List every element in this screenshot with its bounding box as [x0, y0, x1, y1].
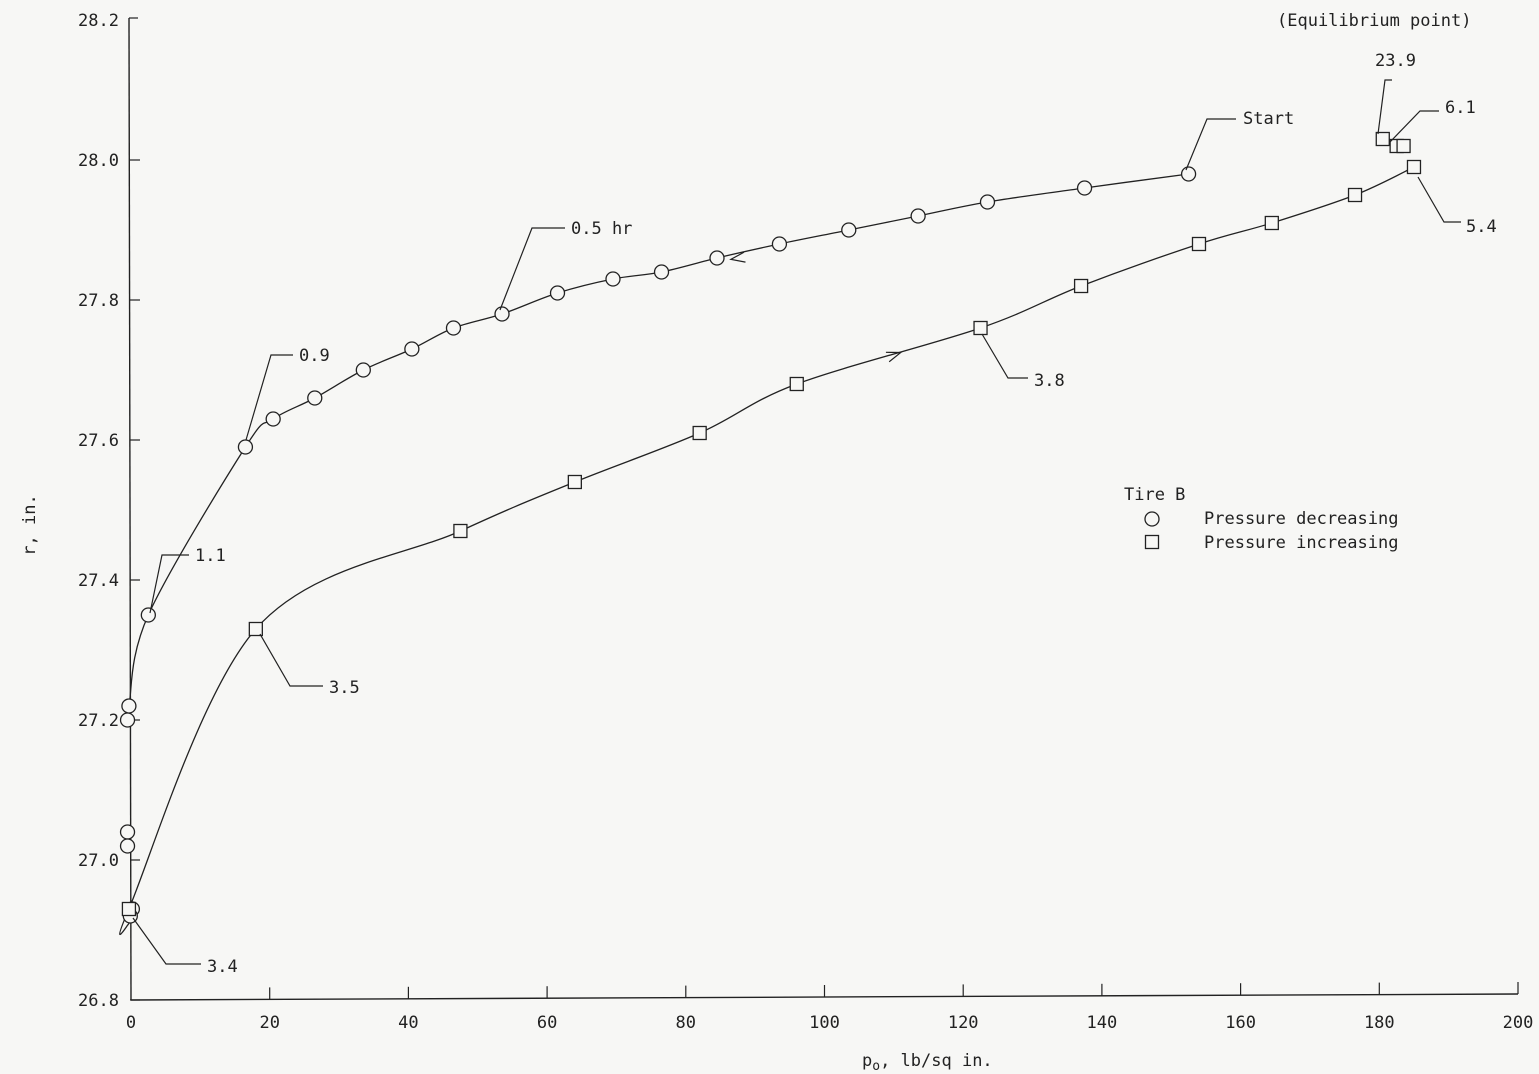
x-tick-label: 200 [1503, 1013, 1534, 1033]
data-point-circle [653, 264, 670, 280]
data-point-square [1396, 138, 1411, 154]
annotation-label: 3.8 [1034, 371, 1065, 391]
legend-label-increasing: Pressure increasing [1204, 533, 1398, 553]
y-tick-label: 27.4 [78, 571, 119, 591]
y-tick-label: 28.0 [78, 151, 119, 171]
data-point-square [248, 621, 263, 637]
legend-label-decreasing: Pressure decreasing [1204, 509, 1398, 529]
annotation-leader [132, 917, 201, 965]
data-point-circle [549, 285, 566, 301]
x-tick-label: 140 [1087, 1013, 1118, 1033]
annotation-label: 1.1 [195, 546, 226, 566]
annotation-label: Start [1243, 109, 1294, 129]
x-tick-label: 20 [259, 1013, 279, 1033]
legend-square-marker [1144, 534, 1160, 550]
x-axis-label-sub: o [872, 1059, 880, 1074]
annotation-label: 3.5 [329, 678, 360, 698]
arrow-decreasing [729, 251, 746, 263]
data-point-square [1073, 278, 1089, 294]
data-point-square [121, 901, 137, 917]
annotation-label: 0.5 hr [571, 219, 632, 239]
annotation-label: 23.9 [1375, 51, 1416, 71]
data-point-square [1375, 131, 1390, 147]
annotation-leader [245, 354, 293, 441]
y-tick-label: 27.8 [78, 291, 119, 311]
data-point-circle [265, 411, 281, 427]
legend-circle-marker [1144, 511, 1160, 527]
data-point-circle [307, 390, 323, 406]
series-line-decreasing [128, 173, 1189, 707]
annotation-leader [149, 554, 189, 614]
data-point-circle [355, 362, 371, 378]
x-tick-label: 60 [537, 1013, 557, 1033]
x-tick-label: 180 [1364, 1013, 1395, 1033]
ticks: 0 20 40 60 80 100 120 140 160 180 200 26.8 27.0 27.2 2… [78, 11, 1533, 1033]
x-axis-label-rest: , lb/sq in. [880, 1051, 993, 1071]
data-point-circle [404, 341, 420, 357]
y-tick-label: 27.0 [78, 851, 119, 871]
x-tick-label: 120 [948, 1013, 979, 1033]
annotation-label: 0.9 [299, 346, 330, 366]
x-tick-label: 100 [809, 1013, 840, 1033]
annotation-label: 6.1 [1445, 98, 1476, 118]
data-point-square [1264, 215, 1279, 231]
data-point-square [453, 523, 468, 539]
annotation-leader [1377, 79, 1392, 135]
data-point-circle [119, 712, 136, 728]
annotation-leader [981, 333, 1028, 379]
arrow-increasing [885, 351, 903, 363]
y-tick-label: 28.2 [78, 11, 119, 31]
data-point-circle [605, 271, 621, 287]
series-line-increasing [119, 166, 1415, 936]
data-point-circle [709, 250, 725, 266]
x-axis-label-main: p [862, 1051, 872, 1071]
y-tick-label: 27.2 [78, 711, 119, 731]
y-tick-label: 26.8 [78, 991, 119, 1011]
x-axis-label: po, lb/sq in. [862, 1051, 993, 1074]
annotation-leader [1417, 176, 1461, 223]
data-point-circle [910, 208, 926, 224]
data-point-square [973, 320, 988, 336]
annotations: (Equilibrium point) Start 23.9 6.1 5.4 0.5 hr… [132, 11, 1497, 977]
annotation-leader [1389, 110, 1439, 143]
data-point-circle [140, 607, 156, 623]
data-point-circle [1180, 166, 1197, 182]
data-point-circle [119, 824, 136, 840]
data-point-square [692, 425, 707, 441]
data-point-square [789, 376, 804, 392]
data-point-square [567, 474, 582, 490]
data-point-square [1347, 187, 1363, 203]
data-point-square [1191, 236, 1207, 252]
x-tick-label: 80 [676, 1013, 696, 1033]
legend-title: Tire B [1124, 485, 1185, 505]
x-tick-label: 40 [398, 1013, 418, 1033]
data-point-circle [494, 306, 510, 322]
annotation-label: (Equilibrium point) [1277, 11, 1471, 31]
annotation-leader [1185, 118, 1236, 171]
legend: Tire B Pressure decreasing Pressure incr… [1124, 485, 1398, 553]
annotation-leader [499, 227, 565, 311]
annotation-label: 5.4 [1466, 217, 1497, 237]
data-point-circle [771, 236, 788, 252]
data-point-circle [841, 222, 857, 238]
data-point-square [1406, 159, 1422, 175]
data-point-circle [119, 838, 136, 854]
data-point-circle [237, 439, 254, 455]
y-axis-label: r, in. [20, 494, 40, 555]
data-point-circle [1076, 180, 1093, 196]
markers [119, 131, 1422, 924]
data-point-circle [445, 320, 462, 336]
y-tick-label: 27.6 [78, 431, 119, 451]
x-tick-label: 160 [1225, 1013, 1256, 1033]
data-point-circle [979, 194, 996, 210]
x-tick-label: 0 [126, 1013, 136, 1033]
annotation-label: 3.4 [207, 957, 238, 977]
annotation-leader [259, 633, 323, 687]
data-point-circle [121, 698, 137, 714]
